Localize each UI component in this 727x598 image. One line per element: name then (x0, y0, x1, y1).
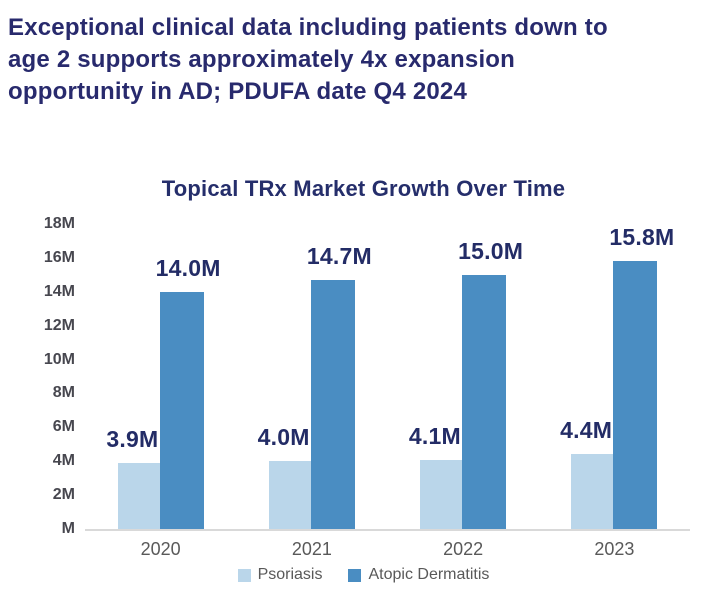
bar-psoriasis-2020: 3.9M (106, 426, 160, 529)
bar-group-2020: 3.9M 14.0M (85, 224, 236, 529)
legend-item-psoriasis: Psoriasis (237, 566, 323, 584)
bar-atopic-dermatitis-2021: 14.7M (307, 243, 372, 529)
legend: Psoriasis Atopic Dermatitis (0, 566, 727, 584)
headline-line-3: opportunity in AD; PDUFA date Q4 2024 (8, 78, 468, 105)
y-axis-tick: 16M (43, 248, 75, 266)
bar-value-label-atopic-dermatitis-2021: 14.7M (306, 242, 372, 269)
legend-item-atopic-dermatitis: Atopic Dermatitis (348, 566, 489, 584)
bar-value-label-psoriasis-2020: 3.9M (106, 425, 159, 452)
x-axis-label-2022: 2022 (443, 539, 484, 559)
bar-atopic-dermatitis-2022: 15.0M (458, 238, 523, 529)
bar-value-label-atopic-dermatitis-2020: 14.0M (155, 254, 221, 281)
bar-value-label-psoriasis-2021: 4.0M (257, 424, 310, 451)
headline: Exceptional clinical data including pati… (0, 0, 727, 108)
bar-group-2022: 4.1M 15.0M (388, 224, 539, 529)
plot-wrap: 18M 16M 14M 12M 10M 8M 6M 4M 2M M 3.9M 14.0M 4.0M 14… (0, 215, 727, 537)
x-axis-label-2020: 2020 (140, 539, 181, 559)
bar-value-label-atopic-dermatitis-2022: 15.0M (458, 237, 524, 264)
bar-value-label-atopic-dermatitis-2023: 15.8M (609, 224, 675, 251)
bar-group-2021: 4.0M 14.7M (236, 224, 387, 529)
legend-swatch-psoriasis (237, 568, 251, 582)
y-axis-tick: 6M (52, 418, 75, 436)
y-axis-tick: 2M (52, 486, 75, 504)
y-axis-tick: 4M (52, 452, 75, 470)
plot-area: 3.9M 14.0M 4.0M 14.7M 4.1M 15.0M 4.4M 15.8M (85, 224, 690, 531)
x-axis-labels: 2020 2021 2022 2023 (85, 539, 690, 560)
bar-psoriasis-2021: 4.0M (258, 424, 311, 529)
y-axis-tick: M (61, 520, 75, 537)
headline-line-2: age 2 supports approximately 4x expansio… (8, 46, 516, 73)
bar-psoriasis-2022: 4.1M (409, 423, 463, 529)
bar-atopic-dermatitis-2023: 15.8M (609, 224, 674, 529)
bar-group-2023: 4.4M 15.8M (539, 224, 690, 529)
legend-label-atopic-dermatitis: Atopic Dermatitis (368, 566, 490, 583)
bar-value-label-psoriasis-2022: 4.1M (408, 422, 461, 449)
y-axis-tick: 8M (52, 384, 75, 402)
bar-psoriasis-2023: 4.4M (560, 417, 614, 529)
y-axis-tick: 10M (43, 350, 75, 368)
y-axis-tick: 12M (43, 316, 75, 334)
chart-title: Topical TRx Market Growth Over Time (161, 176, 566, 201)
trx-market-chart: Topical TRx Market Growth Over Time 18M 1… (0, 174, 727, 584)
legend-swatch-atopic-dermatitis (348, 568, 362, 582)
x-axis-label-2021: 2021 (291, 539, 332, 559)
headline-line-1: Exceptional clinical data including pati… (8, 14, 608, 41)
bar-value-label-psoriasis-2023: 4.4M (560, 417, 613, 444)
y-axis-tick: 18M (43, 215, 75, 232)
x-axis-label-2023: 2023 (594, 539, 635, 559)
y-axis: 18M 16M 14M 12M 10M 8M 6M 4M 2M M (0, 215, 75, 537)
legend-label-psoriasis: Psoriasis (257, 566, 323, 583)
bar-atopic-dermatitis-2020: 14.0M (156, 255, 220, 529)
y-axis-tick: 14M (43, 282, 75, 300)
